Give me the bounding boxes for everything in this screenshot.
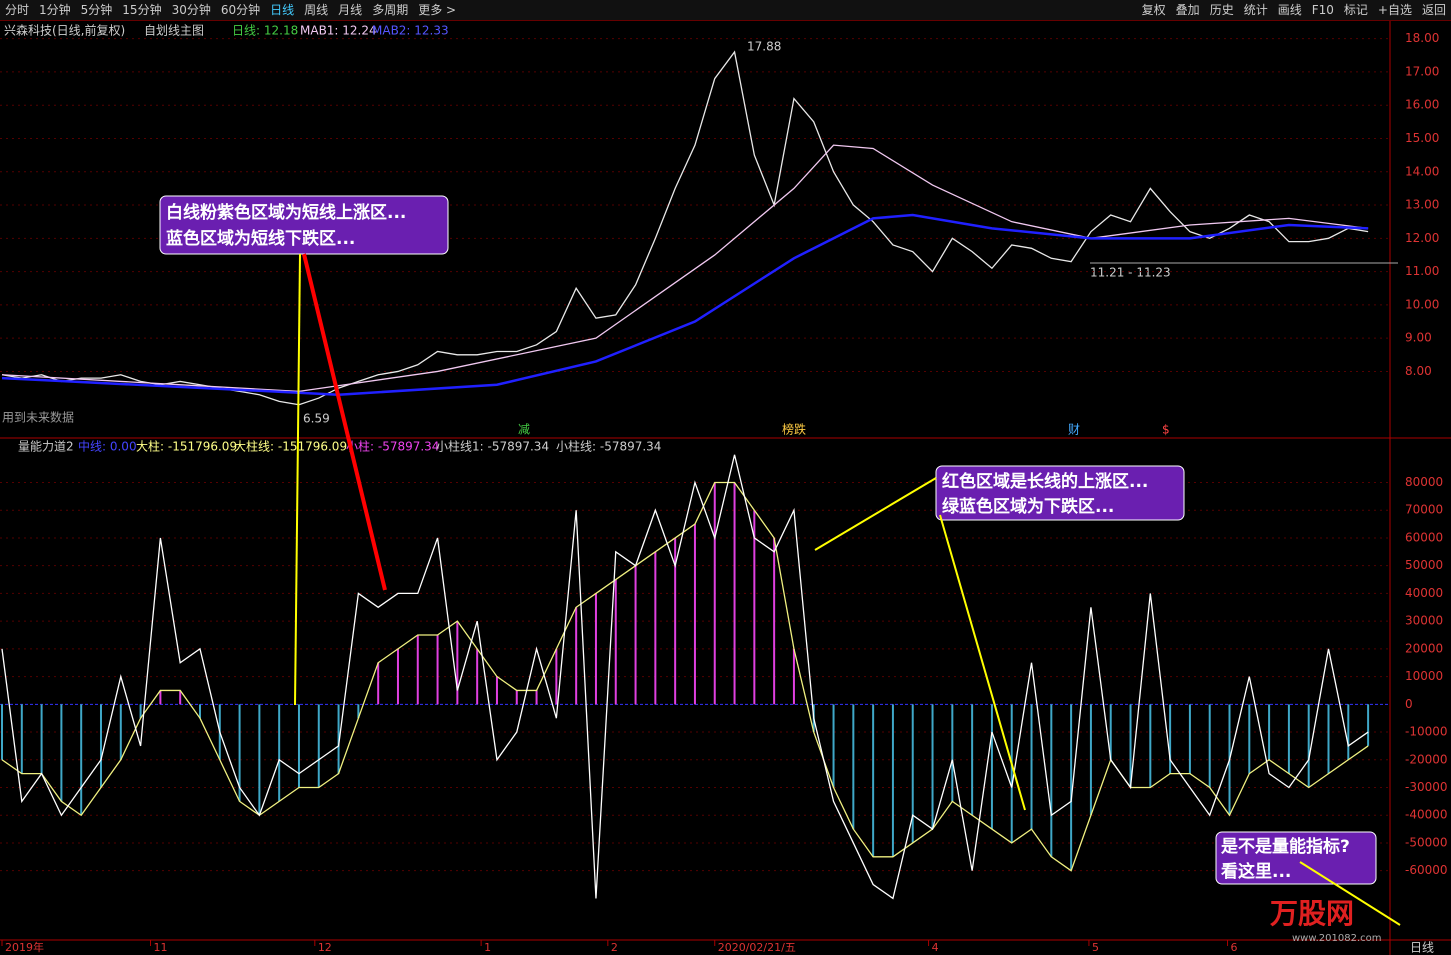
future-note: 用到未来数据 (2, 410, 74, 425)
ind-val: 中线: 0.00 (78, 439, 137, 454)
note: 白线粉紫色区域为短线上涨区... (166, 202, 406, 223)
toolbar-item[interactable]: 60分钟 (220, 3, 261, 17)
toolbar-item[interactable]: 5分钟 (80, 3, 113, 17)
y-tick-label: -50000 (1405, 835, 1448, 849)
toolbar-item[interactable]: F10 (1311, 3, 1334, 17)
y-tick-label: 30000 (1405, 614, 1443, 628)
watermark: 万股网 (1270, 897, 1354, 930)
series-line (1, 213, 1369, 396)
toolbar-item[interactable]: 统计 (1243, 3, 1268, 17)
y-tick-label: 10000 (1405, 669, 1443, 683)
y-tick-label: 50000 (1405, 558, 1443, 572)
note: 红色区域是长线的上涨区... (942, 471, 1148, 492)
y-tick-label: 80000 (1405, 475, 1443, 489)
y-tick-label: 10.00 (1405, 297, 1439, 311)
y-tick-label: 20000 (1405, 641, 1443, 655)
y-tick-label: 60000 (1405, 530, 1443, 544)
toolbar-item[interactable]: 历史 (1209, 3, 1234, 17)
x-tick-label: 12 (318, 941, 332, 954)
note: 看这里... (1220, 861, 1291, 882)
ind-val: 大柱: -151796.09 (136, 439, 237, 454)
y-tick-label: -40000 (1405, 808, 1448, 822)
marker: 财 (1068, 423, 1080, 437)
x-tick-label: 2020/02/21/五 (718, 941, 796, 954)
ind-val: 小柱线: -57897.34 (556, 439, 661, 454)
period[interactable]: 日线 (1410, 941, 1434, 955)
toolbar-item[interactable]: +自选 (1377, 3, 1412, 17)
marker: 榜跌 (782, 422, 806, 437)
marker: 减 (518, 423, 530, 437)
mab2-label: MAB2: 12.33 (372, 24, 449, 38)
toolbar-item[interactable]: 分时 (5, 3, 30, 17)
toolbar-item[interactable]: 叠加 (1175, 3, 1200, 17)
toolbar-item[interactable]: 15分钟 (122, 3, 162, 17)
series-line (1, 454, 1369, 900)
note: 蓝色区域为短线下跌区... (166, 228, 355, 249)
watermark-site: www.201082.com (1292, 933, 1382, 944)
note: 绿蓝色区域为下跌区... (942, 496, 1114, 517)
toolbar-item[interactable]: 标记 (1343, 3, 1368, 17)
y-tick-label: 8.00 (1405, 364, 1432, 378)
y-tick-label: 14.00 (1405, 164, 1439, 178)
ind-val: 小柱: -57897.34 (346, 439, 439, 454)
y-tick-label: 18.00 (1405, 31, 1439, 45)
y-tick-label: -60000 (1405, 863, 1448, 877)
ind-val: 小柱线1: -57897.34 (436, 439, 549, 454)
toolbar: 分时 1分钟 5分钟 15分钟 30分钟 60分钟 日线 周线 月线 多周期 更多 > 复权 叠加 历史统… (0, 0, 1451, 21)
y-tick-label: 15.00 (1405, 131, 1439, 145)
mab1-label: MAB1: 12.24 (300, 24, 377, 38)
y-tick-label: 70000 (1405, 503, 1443, 517)
y-tick-label: 0 (1405, 697, 1413, 711)
x-tick-label: 4 (932, 941, 939, 954)
toolbar-item[interactable]: 1分钟 (39, 3, 71, 17)
x-tick-label: 2 (611, 941, 618, 954)
y-tick-label: 9.00 (1405, 331, 1432, 345)
toolbar-item[interactable]: 复权 (1141, 3, 1166, 17)
y-tick-label: 17.00 (1405, 64, 1439, 78)
toolbar-item[interactable]: 多周期 (372, 3, 409, 17)
range-label: 11.21 - 11.23 (1090, 266, 1171, 280)
toolbar-item[interactable]: 更多 > (418, 3, 457, 17)
series-line (1, 481, 1369, 872)
y-tick-label: -20000 (1405, 752, 1448, 766)
toolbar-item[interactable]: 日线 (270, 3, 295, 17)
y-tick-label: 12.00 (1405, 231, 1439, 245)
marker: $ (1162, 423, 1170, 437)
x-tick-label: 11 (153, 941, 167, 954)
close-label: 日线: 12.18 (232, 24, 298, 38)
ind-val: 大柱线: -151796.09 (234, 439, 347, 454)
toolbar-item[interactable]: 30分钟 (171, 3, 211, 17)
toolbar-item[interactable]: 返回 (1421, 3, 1446, 17)
overlay[interactable]: 自划线主图 (144, 24, 204, 38)
x-tick-label: 1 (484, 941, 491, 954)
x-tick-label: 6 (1231, 941, 1238, 954)
high-label: 17.88 (747, 40, 781, 54)
series-line (1, 144, 1369, 393)
x-tick-label: 2019年 (5, 940, 44, 954)
low-label: 6.59 (303, 412, 330, 426)
y-tick-label: 13.00 (1405, 198, 1439, 212)
x-tick-label: 5 (1092, 941, 1099, 954)
y-tick-label: -30000 (1405, 780, 1448, 794)
toolbar-item[interactable]: 画线 (1277, 3, 1302, 17)
note: 是不是量能指标? (1221, 836, 1350, 857)
stock-name: 兴森科技(日线,前复权) (4, 23, 125, 38)
y-tick-label: 16.00 (1405, 98, 1439, 112)
y-tick-label: 40000 (1405, 586, 1443, 600)
ind-name: 量能力道2 (18, 440, 74, 454)
y-tick-label: 11.00 (1405, 264, 1439, 278)
y-tick-label: -10000 (1405, 725, 1448, 739)
toolbar-item[interactable]: 周线 (304, 3, 329, 17)
toolbar-item[interactable]: 月线 (338, 3, 363, 17)
